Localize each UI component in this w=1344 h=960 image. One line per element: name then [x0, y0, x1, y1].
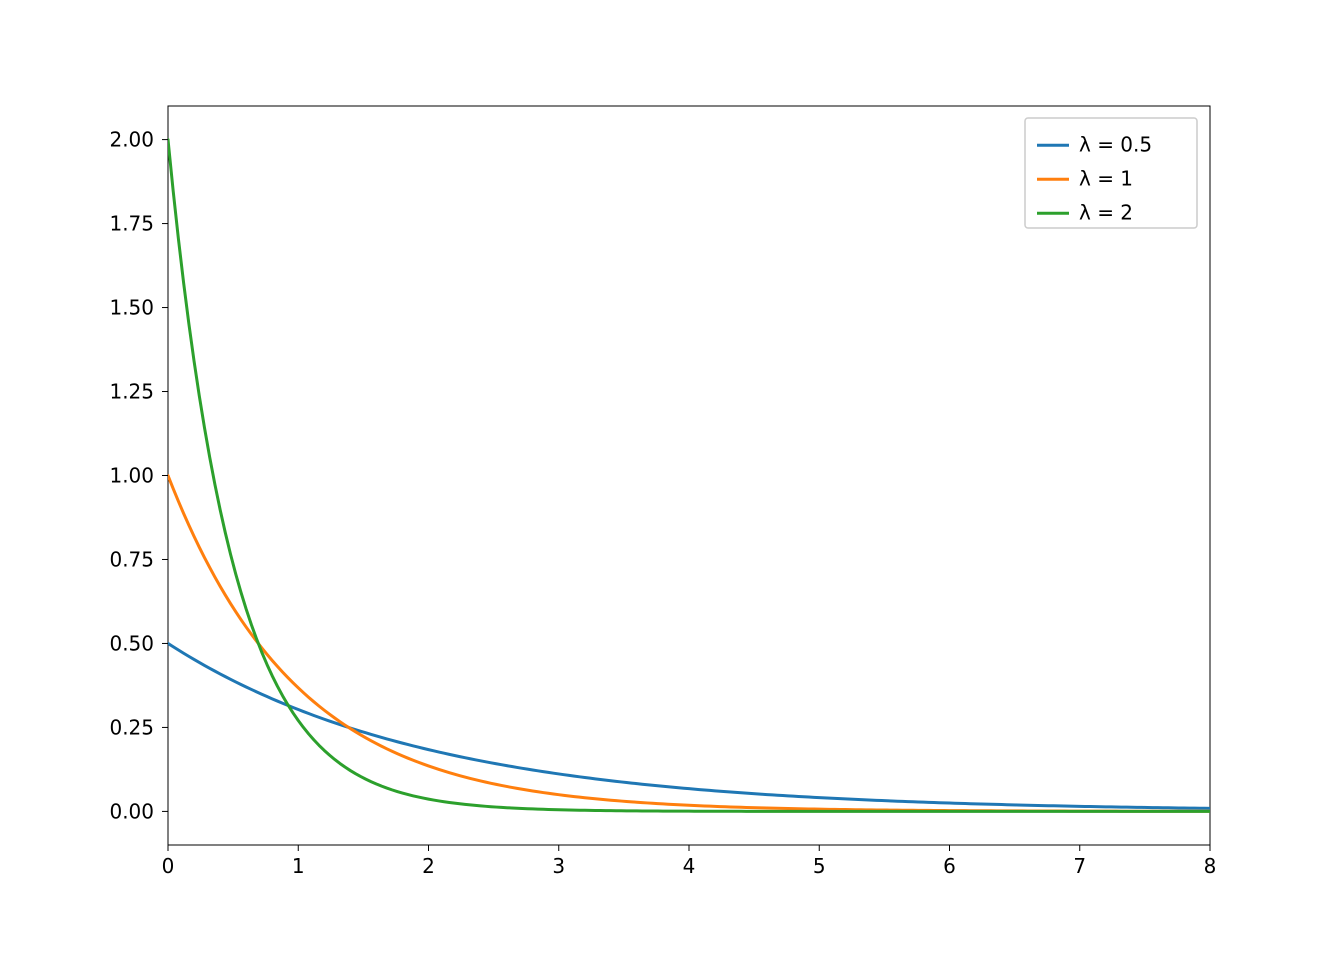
y-tick-label: 1.50: [109, 296, 154, 320]
y-tick-label: 2.00: [109, 128, 154, 152]
x-tick-label: 8: [1204, 854, 1217, 878]
x-tick-label: 7: [1073, 854, 1086, 878]
x-tick-label: 3: [552, 854, 565, 878]
x-tick-label: 1: [292, 854, 305, 878]
x-tick-label: 2: [422, 854, 435, 878]
legend: λ = 0.5 λ = 1 λ = 2: [1025, 118, 1197, 228]
y-tick-label: 1.25: [109, 380, 154, 404]
x-tick-label: 5: [813, 854, 826, 878]
legend-label-lambda-0p5: λ = 0.5: [1079, 132, 1152, 156]
x-tick-label: 0: [162, 854, 175, 878]
y-tick-label: 1.00: [109, 464, 154, 488]
chart-svg: 0 1 2 3 4 5 6 7 8 0.00 0.25 0.50 0.75 1.00 1.25 1.50 1.7…: [0, 0, 1344, 960]
y-tick-label: 1.75: [109, 212, 154, 236]
legend-label-lambda-1: λ = 1: [1079, 166, 1133, 190]
x-tick-label: 6: [943, 854, 956, 878]
y-tick-label: 0.50: [109, 631, 154, 655]
series-line-lambda-1: [168, 476, 1210, 812]
y-tick-label: 0.75: [109, 547, 154, 571]
series-line-lambda-0p5: [168, 643, 1210, 808]
legend-label-lambda-2: λ = 2: [1079, 200, 1133, 224]
x-tick-label: 4: [683, 854, 696, 878]
series-group: [168, 140, 1210, 812]
y-tick-label: 0.00: [109, 799, 154, 823]
exponential-pdf-chart: 0 1 2 3 4 5 6 7 8 0.00 0.25 0.50 0.75 1.00 1.25 1.50 1.7…: [0, 0, 1344, 960]
y-tick-label: 0.25: [109, 715, 154, 739]
